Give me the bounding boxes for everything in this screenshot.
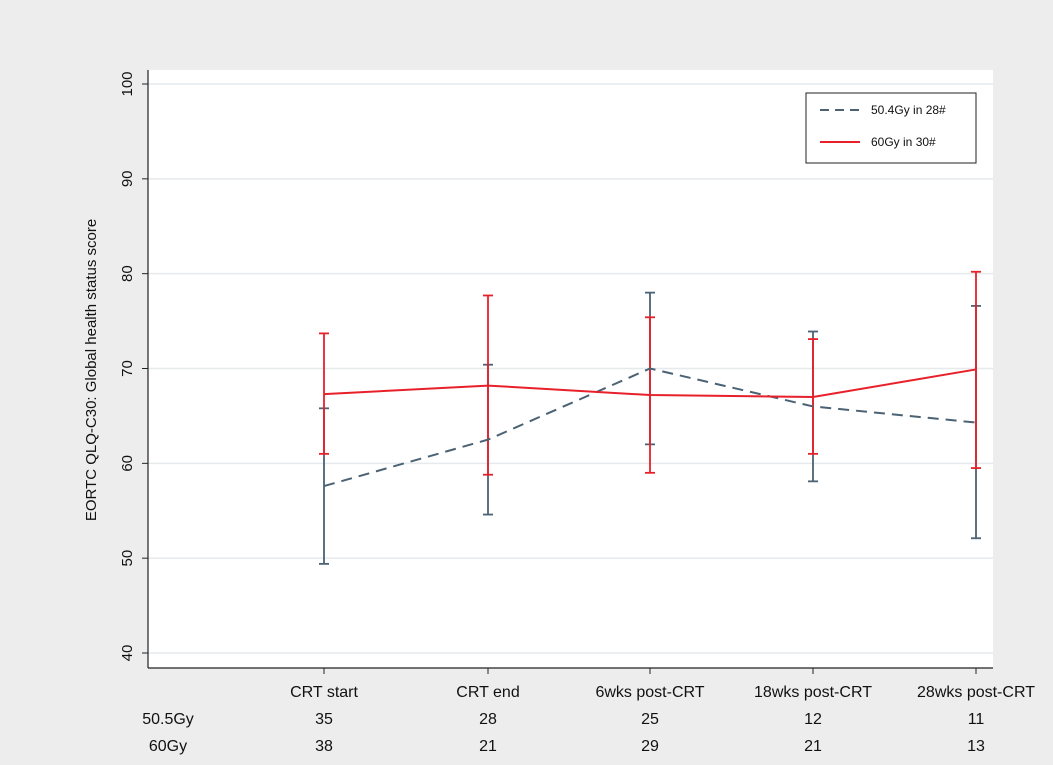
y-axis-label: EORTC QLQ-C30: Global health status scor… [83,219,100,521]
y-ticks: 40 50 60 70 80 90 100 [119,71,148,661]
y-tick-label: 90 [119,170,136,187]
table-cell: 21 [479,738,497,755]
series-line-1 [323,368,977,398]
table-cell: 25 [641,711,659,728]
x-tick-label: CRT end [456,684,519,701]
table-cell: 35 [315,711,333,728]
y-tick-label: 40 [119,645,136,662]
x-tick-label: 18wks post-CRT [754,684,872,701]
legend-label-60gy: 60Gy in 30# [871,135,936,149]
legend-label-50-4gy: 50.4Gy in 28# [871,103,946,117]
series-line-0 [323,367,977,488]
x-tick-label: 28wks post-CRT [917,684,1035,701]
gridlines [148,83,993,654]
table-cell: 21 [804,738,822,755]
y-tick-label: 80 [119,265,136,282]
table-cell: 12 [804,711,822,728]
table-cell: 13 [967,738,985,755]
legend-box [805,92,977,164]
y-tick-label: 60 [119,455,136,472]
y-tick-label: 70 [119,360,136,377]
x-tick-label: 6wks post-CRT [595,684,704,701]
numbers-at-risk-table: 50.5Gy 35 28 25 12 11 60Gy 38 21 29 21 13 [142,711,985,755]
series-lines [323,367,977,488]
table-cell: 38 [315,738,333,755]
table-cell: 29 [641,738,659,755]
table-cell: 11 [968,711,985,728]
y-tick-label: 100 [119,71,136,96]
legend: 50.4Gy in 28# 60Gy in 30# [805,92,977,164]
table-row-label: 50.5Gy [142,711,194,728]
y-tick-label: 50 [119,550,136,567]
x-tick-label: CRT start [290,684,358,701]
table-row-label: 60Gy [149,738,187,755]
table-cell: 28 [479,711,497,728]
x-ticks: CRT start CRT end 6wks post-CRT 18wks post-… [290,668,1035,701]
